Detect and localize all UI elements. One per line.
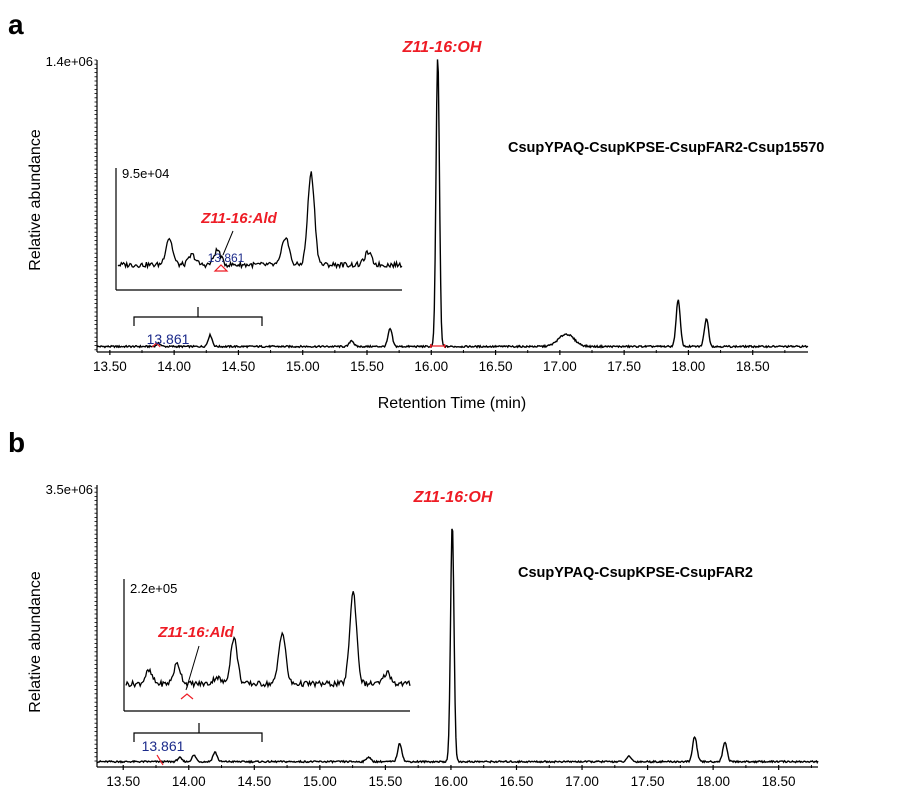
panel-a-main-peak-label: Z11-16:OH: [402, 39, 482, 56]
x-tick-label: 14.50: [222, 359, 256, 374]
x-tick-label: 17.50: [631, 774, 665, 789]
x-tick-label: 14.00: [157, 359, 191, 374]
panel-a-label: a: [8, 9, 24, 40]
panel-b-chromatogram-trace: [96, 528, 819, 764]
panel-a-chromatogram-trace: [96, 59, 809, 349]
panel-b-retention-label: 13.861: [142, 738, 185, 754]
panel-b-inset-pointer: [185, 645, 200, 691]
panel-a-zoom-bracket: [133, 307, 263, 326]
x-tick-label: 18.50: [736, 359, 770, 374]
x-tick-label: 16.50: [479, 359, 513, 374]
x-tick-label: 14.50: [237, 774, 271, 789]
panel-a-sample-label: CsupYPAQ-CsupKPSE-CsupFAR2-Csup15570: [508, 140, 824, 156]
panel-a-y-minor-ticks: [94, 59, 97, 351]
x-tick-label: 15.50: [369, 774, 403, 789]
panel-a-inset-trace: [117, 171, 403, 270]
panel-b-y-axis-label: Relative abundance: [27, 571, 44, 713]
x-tick-label: 17.00: [565, 774, 599, 789]
panel-b-y-max-label: 3.5e+06: [46, 482, 93, 497]
panel-b: b 13.50 14.00 14.50 15.00 15.50 16.00 16.50 17.…: [8, 427, 819, 789]
panel-a-inset: 9.5e+04 Z11-16:Ald 13.861: [115, 166, 403, 291]
x-tick-label: 15.00: [303, 774, 337, 789]
panel-b-y-minor-ticks: [94, 487, 97, 762]
panel-b-retention-pointer: [156, 754, 164, 766]
x-tick-label: 13.50: [93, 359, 127, 374]
panel-a-inset-pointer: [222, 230, 234, 256]
panel-a-y-max-label: 1.4e+06: [46, 54, 93, 69]
x-tick-label: 15.50: [350, 359, 384, 374]
panel-a: a 13.50 14.00 14.50 15.00 15.50 16.00 16.50 17.…: [8, 9, 824, 412]
panel-a-inset-y-max-label: 9.5e+04: [122, 166, 169, 181]
panel-b-inset: 2.2e+05 Z11-16:Ald: [123, 579, 411, 712]
x-tick-label: 18.50: [762, 774, 796, 789]
panel-b-main-peak-label: Z11-16:OH: [413, 489, 493, 506]
panel-a-inset-integration-mark: [213, 264, 229, 272]
panel-b-zoom-bracket: [133, 723, 263, 742]
panel-b-inset-peak-label: Z11-16:Ald: [157, 624, 234, 641]
panel-a-small-peak-integration-mark: [151, 342, 161, 348]
x-tick-label: 18.00: [672, 359, 706, 374]
panel-a-x-ticks: 13.50 14.00 14.50 15.00 15.50 16.00 16.50 17.00…: [93, 350, 786, 374]
panel-b-inset-integration-mark: [180, 693, 194, 700]
x-tick-label: 17.50: [607, 359, 641, 374]
x-tick-label: 18.00: [696, 774, 730, 789]
panel-a-x-axis-label: Retention Time (min): [378, 395, 527, 412]
panel-a-inset-peak-label: Z11-16:Ald: [200, 210, 277, 227]
x-tick-label: 16.00: [434, 774, 468, 789]
panel-a-main-peak-integration-mark: [430, 344, 446, 348]
panel-b-inset-y-max-label: 2.2e+05: [130, 581, 177, 596]
panel-a-inset-retention-label: 13.861: [208, 251, 245, 265]
panel-a-retention-label: 13.861: [147, 331, 190, 347]
x-tick-label: 15.00: [286, 359, 320, 374]
panel-a-y-axis-label: Relative abundance: [27, 129, 44, 271]
x-tick-label: 16.50: [500, 774, 534, 789]
x-tick-label: 14.00: [172, 774, 206, 789]
panel-b-label: b: [8, 427, 25, 458]
panel-b-x-ticks: 13.50 14.00 14.50 15.00 15.50 16.00 16.50 17.00…: [106, 765, 812, 789]
x-tick-label: 13.50: [106, 774, 140, 789]
x-tick-label: 17.00: [543, 359, 577, 374]
panel-b-sample-label: CsupYPAQ-CsupKPSE-CsupFAR2: [518, 565, 753, 581]
x-tick-label: 16.00: [414, 359, 448, 374]
panel-b-inset-trace: [125, 591, 411, 689]
